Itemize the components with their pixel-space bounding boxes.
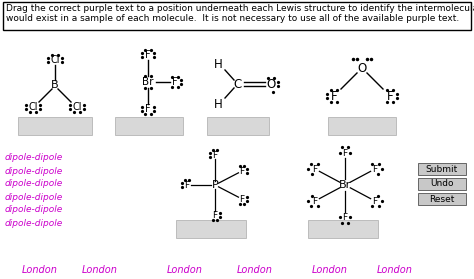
Text: H: H	[214, 97, 222, 110]
Text: F: F	[212, 210, 218, 220]
Text: P: P	[211, 180, 219, 190]
Text: Cl: Cl	[72, 102, 82, 112]
Text: H: H	[214, 57, 222, 71]
Text: F: F	[239, 194, 245, 203]
Text: London: London	[377, 265, 413, 275]
Bar	[115, 117, 183, 135]
Text: dipole-dipole: dipole-dipole	[5, 193, 63, 201]
Text: dipole-dipole: dipole-dipole	[5, 218, 63, 227]
Bar	[176, 220, 246, 238]
Text: F: F	[342, 148, 347, 158]
Text: London: London	[312, 265, 348, 275]
Bar	[3, 2, 471, 30]
Bar	[308, 220, 378, 238]
Text: London: London	[237, 265, 273, 275]
Text: London: London	[167, 265, 203, 275]
Text: dipole-dipole: dipole-dipole	[5, 167, 63, 175]
Bar	[328, 117, 396, 135]
Text: F: F	[312, 196, 318, 206]
Text: O: O	[266, 78, 275, 90]
Text: F: F	[373, 165, 378, 174]
Text: B: B	[51, 80, 59, 90]
Text: F: F	[212, 150, 218, 160]
Text: dipole-dipole: dipole-dipole	[5, 153, 63, 162]
Bar	[418, 163, 466, 175]
Bar	[18, 117, 92, 135]
Text: Submit: Submit	[426, 165, 458, 174]
Text: F: F	[239, 167, 245, 175]
Text: C: C	[234, 78, 242, 90]
Text: F: F	[145, 104, 151, 114]
Text: Br: Br	[142, 77, 154, 87]
Text: Br: Br	[339, 180, 351, 190]
Text: F: F	[312, 165, 318, 174]
Bar	[418, 178, 466, 190]
Text: F: F	[184, 181, 190, 189]
Text: Cl: Cl	[50, 55, 60, 65]
Text: dipole-dipole: dipole-dipole	[5, 179, 63, 189]
Text: Cl: Cl	[28, 102, 38, 112]
Text: F: F	[331, 90, 337, 102]
Text: F: F	[145, 50, 151, 60]
Text: O: O	[357, 61, 366, 74]
Text: Reset: Reset	[429, 194, 455, 203]
Text: Drag the correct purple text to a position underneath each Lewis structure to id: Drag the correct purple text to a positi…	[6, 4, 474, 23]
Text: F: F	[373, 196, 378, 206]
Text: dipole-dipole: dipole-dipole	[5, 206, 63, 215]
Text: London: London	[22, 265, 58, 275]
Bar	[418, 193, 466, 205]
Text: London: London	[82, 265, 118, 275]
Text: F: F	[387, 90, 393, 102]
Text: F: F	[342, 213, 347, 222]
Text: F: F	[172, 77, 178, 87]
Bar	[207, 117, 269, 135]
Text: Undo: Undo	[430, 179, 454, 189]
